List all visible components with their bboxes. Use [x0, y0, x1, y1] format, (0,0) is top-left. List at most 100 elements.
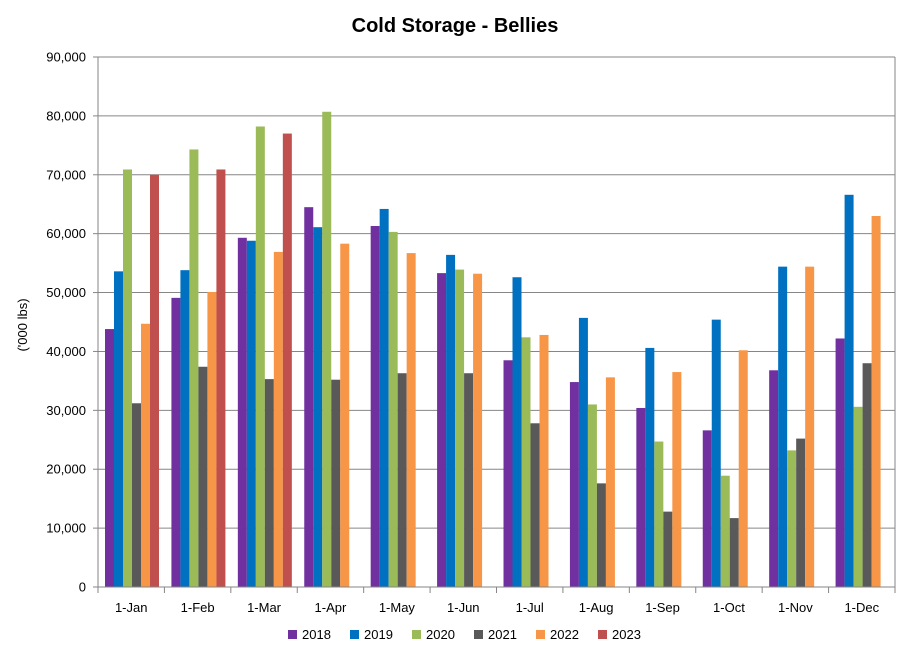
legend-label-2023: 2023 — [612, 627, 641, 642]
legend-swatch-2022 — [536, 630, 545, 639]
y-axis-label: ('000 lbs) — [15, 298, 30, 351]
y-tick-label: 50,000 — [46, 285, 86, 300]
bar-2021-1-Dec — [862, 363, 872, 587]
bar-2020-1-Feb — [189, 149, 199, 587]
bar-2022-1-Jan — [141, 323, 150, 587]
bar-2021-1-Sep — [663, 511, 673, 587]
x-tick-label: 1-Nov — [778, 600, 813, 615]
bar-2018-1-Jan — [105, 329, 114, 587]
bar-2020-1-Sep — [654, 441, 664, 587]
bar-2021-1-Aug — [596, 483, 606, 587]
bar-2021-1-Apr — [331, 379, 341, 587]
bar-2020-1-Dec — [853, 406, 863, 587]
y-tick-label: 30,000 — [46, 403, 86, 418]
bar-2020-1-Jan — [123, 169, 132, 587]
bar-2019-1-May — [379, 208, 389, 587]
bar-2018-1-Mar — [237, 237, 247, 588]
y-tick-label: 0 — [79, 580, 86, 595]
bar-2020-1-Apr — [322, 111, 332, 588]
bar-2018-1-Oct — [702, 430, 712, 587]
bar-2022-1-Dec — [871, 216, 881, 587]
x-tick-label: 1-Apr — [315, 600, 347, 615]
bar-2018-1-Feb — [171, 297, 181, 587]
legend-swatch-2021 — [474, 630, 483, 639]
bar-2022-1-Sep — [672, 372, 682, 587]
bar-2018-1-Aug — [569, 382, 579, 587]
bar-2023-1-Jan — [150, 174, 159, 587]
bar-2022-1-Feb — [207, 291, 217, 587]
bar-2022-1-Jul — [539, 334, 549, 587]
bar-2021-1-Oct — [729, 518, 739, 587]
bar-2019-1-Jan — [114, 271, 123, 587]
bar-2019-1-Oct — [711, 319, 721, 587]
bar-2018-1-Sep — [636, 407, 646, 587]
bar-2021-1-Jun — [464, 373, 474, 587]
bar-2018-1-May — [370, 226, 380, 587]
x-tick-label: 1-Mar — [247, 600, 282, 615]
bar-2020-1-May — [388, 231, 398, 587]
legend-swatch-2020 — [412, 630, 421, 639]
bar-2019-1-Jul — [512, 277, 522, 587]
legend-label-2018: 2018 — [302, 627, 331, 642]
y-tick-label: 70,000 — [46, 167, 86, 182]
legend-swatch-2023 — [598, 630, 607, 639]
bar-2020-1-Mar — [255, 126, 265, 587]
bar-2021-1-Mar — [264, 379, 274, 587]
bar-2019-1-Sep — [645, 347, 655, 587]
legend-swatch-2018 — [288, 630, 297, 639]
x-tick-label: 1-Oct — [713, 600, 745, 615]
bar-2023-1-Feb — [216, 169, 226, 587]
x-tick-label: 1-Jan — [115, 600, 148, 615]
bar-2020-1-Jul — [521, 337, 531, 587]
y-tick-labels: 0 10,000 20,000 30,000 40,000 50,000 60,000 70,… — [46, 50, 98, 595]
bar-2019-1-Aug — [578, 317, 588, 587]
bar-2020-1-Aug — [587, 404, 597, 587]
bar-2023-1-Mar — [282, 133, 292, 588]
bar-2019-1-Jun — [446, 254, 456, 587]
x-tick-label: 1-Feb — [181, 600, 215, 615]
bar-2021-1-May — [397, 373, 407, 587]
bars — [105, 111, 881, 588]
bar-2020-1-Jun — [455, 269, 465, 587]
bar-2021-1-Feb — [198, 366, 208, 587]
bar-2022-1-Oct — [738, 350, 748, 587]
y-tick-label: 60,000 — [46, 226, 86, 241]
bar-2019-1-Dec — [844, 194, 854, 588]
legend-label-2021: 2021 — [488, 627, 517, 642]
y-tick-label: 80,000 — [46, 108, 86, 123]
bar-2022-1-May — [406, 253, 416, 587]
bar-2022-1-Jun — [473, 273, 483, 587]
bar-2021-1-Jul — [530, 423, 540, 587]
bar-2022-1-Mar — [273, 251, 283, 587]
bar-2020-1-Oct — [720, 475, 730, 587]
x-tick-labels: 1-Jan 1-Feb 1-Mar 1-Apr 1-May 1-Jun 1-Jul 1-Aug… — [97, 587, 896, 615]
bar-2022-1-Aug — [605, 377, 615, 587]
bar-2019-1-Apr — [313, 227, 323, 587]
bar-2022-1-Nov — [805, 266, 815, 587]
x-tick-label: 1-Jun — [447, 600, 480, 615]
bar-2019-1-Feb — [180, 270, 190, 587]
y-tick-label: 90,000 — [46, 50, 86, 65]
legend: 2018 2019 2020 2021 2022 2023 — [288, 627, 641, 642]
legend-label-2020: 2020 — [426, 627, 455, 642]
bar-2018-1-Apr — [304, 207, 314, 587]
x-tick-label: 1-Jul — [516, 600, 544, 615]
y-tick-label: 20,000 — [46, 462, 86, 477]
y-tick-label: 40,000 — [46, 344, 86, 359]
bar-2019-1-Nov — [778, 266, 788, 587]
chart-title: Cold Storage - Bellies — [352, 15, 559, 37]
bar-2021-1-Nov — [796, 438, 806, 587]
bar-2018-1-Jun — [437, 273, 447, 587]
y-tick-label: 10,000 — [46, 521, 86, 536]
bar-2018-1-Jul — [503, 360, 513, 587]
bar-2020-1-Nov — [787, 450, 797, 587]
legend-label-2019: 2019 — [364, 627, 393, 642]
bar-2018-1-Dec — [835, 338, 845, 587]
x-tick-label: 1-May — [379, 600, 416, 615]
bar-2018-1-Nov — [769, 370, 779, 587]
bar-2019-1-Mar — [246, 240, 256, 587]
legend-label-2022: 2022 — [550, 627, 579, 642]
bar-2022-1-Apr — [340, 243, 350, 587]
x-tick-label: 1-Sep — [645, 600, 680, 615]
bar-2021-1-Jan — [132, 403, 141, 587]
